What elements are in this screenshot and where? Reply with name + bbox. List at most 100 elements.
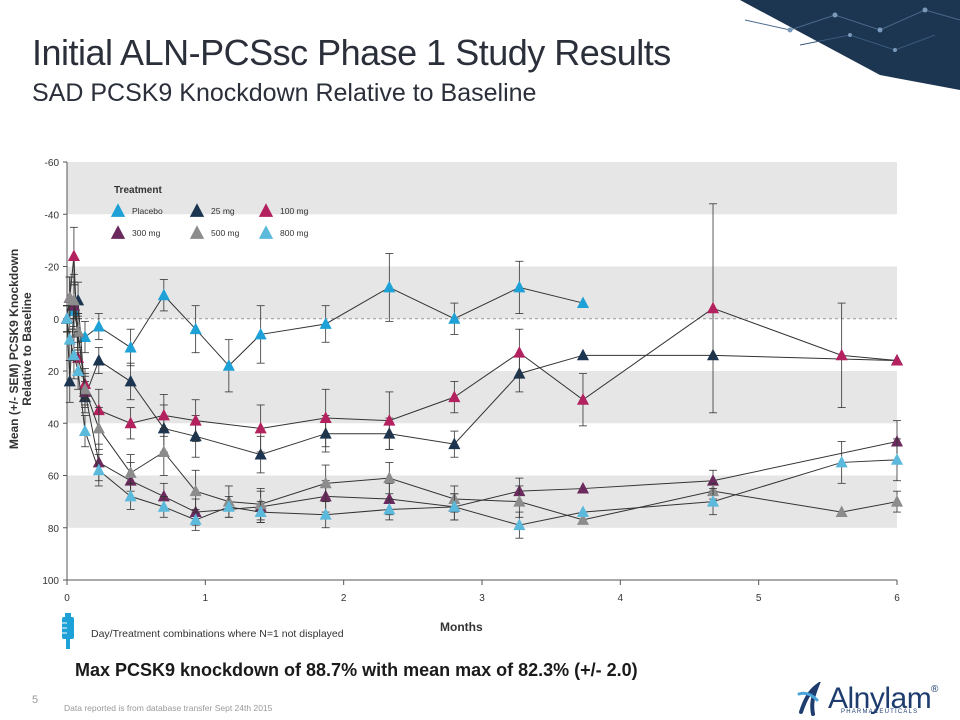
x-tick-label: 5 — [756, 593, 762, 604]
data-point — [157, 489, 170, 502]
legend-marker — [189, 225, 205, 239]
data-point — [448, 500, 461, 512]
data-point — [383, 280, 396, 293]
data-point — [63, 333, 76, 345]
y-tick-label: -60 — [45, 158, 60, 169]
page-title: Initial ALN-PCSsc Phase 1 Study Results — [32, 32, 671, 73]
data-point — [706, 301, 720, 314]
data-point — [78, 424, 92, 437]
x-tick-label: 1 — [203, 593, 209, 604]
data-point — [383, 502, 396, 515]
syringe-vial-icon — [62, 613, 74, 649]
legend-label: Placebo — [132, 206, 163, 216]
data-point — [92, 421, 105, 434]
data-point — [254, 327, 267, 340]
x-axis-label: Months — [440, 620, 483, 634]
data-point — [319, 508, 332, 520]
x-tick-label: 0 — [64, 593, 70, 604]
legend-marker — [258, 203, 274, 217]
data-point — [890, 495, 904, 507]
data-point — [222, 359, 235, 371]
x-tick-label: 4 — [618, 593, 624, 604]
data-point — [448, 437, 461, 450]
page-subtitle: SAD PCSK9 Knockdown Relative to Baseline — [32, 79, 537, 107]
legend-label: 800 mg — [280, 228, 309, 238]
y-tick-label: -20 — [45, 263, 60, 274]
data-point — [189, 322, 202, 335]
data-point — [576, 348, 590, 361]
legend-label: 100 mg — [280, 206, 309, 216]
data-point — [576, 505, 590, 518]
x-tick-label: 3 — [479, 593, 485, 604]
data-point — [124, 374, 137, 387]
data-point — [72, 364, 85, 376]
data-point — [706, 495, 720, 507]
alnylam-logo[interactable]: Alnylam ® PHARMACEUTICALS — [795, 680, 945, 718]
grid-band — [67, 162, 897, 215]
x-tick-label: 2 — [341, 593, 347, 604]
data-point — [254, 505, 267, 518]
legend-label: 25 mg — [211, 206, 235, 216]
data-point — [157, 500, 170, 512]
data-point — [92, 319, 105, 332]
x-tick-label: 6 — [894, 593, 900, 604]
y-tick-label: 40 — [48, 419, 60, 430]
data-point — [319, 317, 332, 329]
logo-wordmark: Alnylam — [828, 682, 932, 715]
data-point — [189, 484, 202, 497]
data-point — [78, 382, 92, 395]
legend-label: 300 mg — [132, 228, 161, 238]
data-point — [448, 312, 461, 324]
registered-mark: ® — [931, 684, 939, 695]
data-point — [835, 348, 848, 361]
data-point — [72, 325, 85, 337]
data-point — [63, 374, 76, 387]
data-point — [157, 408, 170, 421]
data-point — [67, 249, 80, 261]
data-point — [124, 416, 137, 429]
data-point — [890, 353, 904, 366]
y-tick-label: 0 — [53, 315, 59, 326]
y-tick-label: 60 — [48, 472, 60, 483]
data-point — [157, 445, 170, 457]
data-point — [576, 393, 590, 405]
data-point — [890, 453, 904, 465]
legend-label: 500 mg — [211, 228, 240, 238]
footnote: Day/Treatment combinations where N=1 not… — [91, 628, 344, 640]
data-point — [254, 448, 267, 460]
data-point — [576, 481, 590, 494]
data-point — [319, 411, 332, 423]
data-point — [67, 348, 80, 361]
series-line-100-mg — [66, 256, 898, 429]
legend-marker — [110, 225, 126, 239]
data-point — [576, 296, 590, 309]
source-note: Data reported is from database transfer … — [64, 703, 273, 713]
data-point — [189, 513, 202, 525]
data-point — [157, 288, 170, 301]
legend-marker — [258, 225, 274, 239]
data-point — [576, 513, 590, 525]
data-point — [222, 500, 235, 512]
grid-band — [67, 475, 897, 528]
legend-marker — [189, 203, 205, 217]
legend-marker — [110, 203, 126, 217]
data-point — [60, 312, 74, 324]
data-point — [513, 518, 526, 531]
data-point — [383, 414, 396, 426]
y-tick-label: -40 — [45, 210, 60, 221]
data-point — [124, 489, 137, 502]
data-point — [706, 474, 720, 486]
data-point — [189, 414, 202, 426]
data-point — [92, 353, 105, 366]
data-point — [835, 455, 848, 468]
data-point — [513, 280, 526, 293]
page-number: 5 — [32, 694, 39, 706]
data-point — [319, 476, 332, 489]
alnylam-logo-icon — [797, 682, 821, 716]
grid-band — [67, 266, 897, 319]
conclusion-text: Max PCSK9 knockdown of 88.7% with mean m… — [75, 660, 638, 680]
y-tick-label: 20 — [48, 367, 60, 378]
legend-title: Treatment — [114, 185, 162, 196]
